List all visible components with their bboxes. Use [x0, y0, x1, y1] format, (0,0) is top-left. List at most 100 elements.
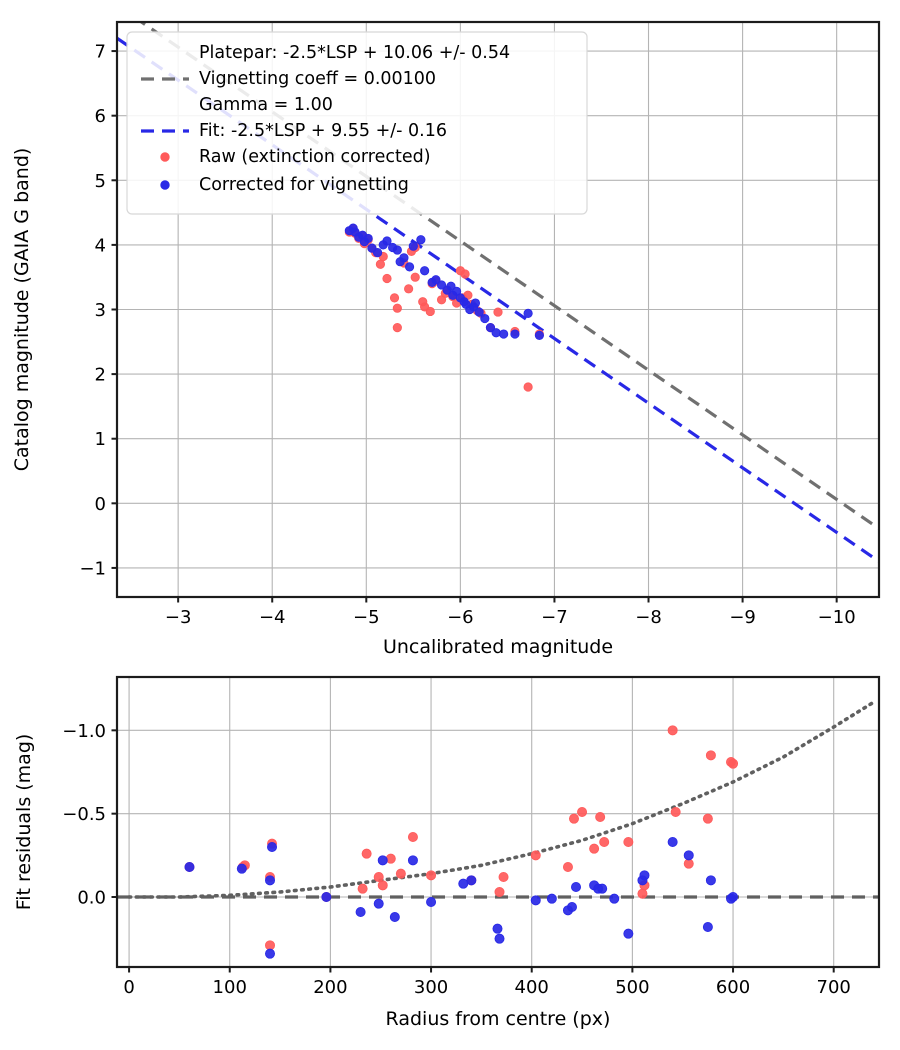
data-point [667, 725, 678, 736]
data-point [493, 307, 503, 317]
data-point [461, 299, 471, 309]
series-raw-extinction-corrected- [184, 725, 739, 951]
legend-entry: Platepar: -2.5*LSP + 10.06 +/- 0.54 [199, 43, 510, 63]
legend-label: Vignetting coeff = 0.00100 [199, 69, 436, 89]
data-point [373, 898, 384, 909]
legend-label: Corrected for vignetting [199, 175, 409, 195]
data-point [494, 887, 505, 898]
xtick-label: 400 [515, 977, 549, 998]
xtick-label: 300 [414, 977, 448, 998]
data-point [361, 848, 372, 859]
data-point [375, 259, 386, 269]
data-point [395, 257, 405, 267]
data-point [357, 883, 368, 894]
data-point [546, 893, 557, 904]
data-point [410, 272, 420, 282]
data-point [265, 948, 276, 959]
data-point [460, 269, 470, 279]
data-point [480, 313, 490, 324]
axis-ticks: 0 100 200 300 400 500 600 700 0.0 −0.5 −1.0 [62, 721, 851, 998]
xtick-label: 0 [123, 977, 134, 998]
data-point [530, 895, 541, 906]
data-point [436, 280, 447, 290]
data-point [683, 858, 694, 869]
ytick-label: 6 [95, 106, 106, 127]
legend-entry: Gamma = 1.00 [199, 95, 333, 115]
axes-frame [115, 675, 881, 969]
legend: Platepar: -2.5*LSP + 10.06 +/- 0.54 Vigne… [126, 31, 588, 215]
data-point [639, 870, 650, 881]
x-axis-label: Uncalibrated magnitude [383, 636, 613, 658]
data-point [448, 290, 458, 300]
legend-label: Raw (extinction corrected) [199, 147, 431, 167]
xtick-label: −4 [259, 607, 286, 628]
data-point [728, 758, 739, 769]
data-point [705, 875, 716, 886]
data-point [566, 902, 577, 913]
xtick-label: −5 [353, 607, 380, 628]
xtick-label: 500 [615, 977, 649, 998]
data-point [683, 850, 694, 861]
legend-label: Platepar: -2.5*LSP + 10.06 +/- 0.54 [199, 43, 510, 63]
data-point [416, 235, 426, 245]
data-point [637, 888, 648, 899]
ytick-label: −0.5 [62, 804, 106, 825]
xtick-label: −7 [541, 607, 568, 628]
data-point [667, 837, 678, 848]
data-point [321, 892, 332, 903]
xtick-label: 600 [716, 977, 750, 998]
data-point [385, 853, 396, 864]
data-point [408, 241, 418, 251]
data-point [407, 832, 418, 843]
legend-label: Gamma = 1.00 [199, 95, 333, 115]
data-point [404, 284, 414, 294]
ytick-label: 4 [95, 235, 106, 256]
legend-swatch-dot-red-icon [160, 152, 170, 162]
data-point [623, 837, 634, 848]
data-point [599, 837, 610, 848]
xtick-label: −9 [729, 607, 756, 628]
data-point [377, 880, 388, 891]
data-point [458, 878, 469, 889]
data-point [589, 843, 600, 854]
data-point [236, 863, 247, 874]
data-point [474, 307, 484, 317]
legend-label: Fit: -2.5*LSP + 9.55 +/- 0.16 [199, 121, 447, 141]
xtick-label: −8 [635, 607, 662, 628]
data-point [388, 242, 398, 253]
legend-entry: Raw (extinction corrected) [160, 147, 431, 167]
data-point [593, 883, 604, 894]
data-point [184, 862, 195, 873]
data-point [523, 382, 533, 392]
ytick-label: 5 [95, 171, 106, 192]
scatter-series [184, 725, 739, 959]
ytick-label: 7 [95, 42, 106, 63]
data-point [367, 243, 377, 253]
data-point [498, 872, 509, 883]
data-point [265, 875, 276, 886]
data-point [499, 329, 509, 339]
data-point [494, 933, 505, 944]
data-point [491, 328, 501, 338]
xtick-label: 700 [817, 977, 851, 998]
ytick-label: 0.0 [77, 888, 106, 909]
legend-entry: Fit: -2.5*LSP + 9.55 +/- 0.16 [141, 121, 447, 141]
plot-panel-photometry-fit: −3 −4 −5 −6 −7 −8 −9 −10−101234567Uncalibrated … [11, 20, 881, 658]
data-point [562, 862, 573, 873]
legend-swatch-dot-blue-icon [160, 180, 170, 190]
data-point [426, 897, 437, 908]
gridlines [117, 677, 879, 967]
data-point [623, 928, 634, 939]
legend-entry: Corrected for vignetting [160, 175, 409, 195]
xtick-label: 100 [213, 977, 247, 998]
ytick-label: −1 [79, 558, 106, 579]
data-point [392, 303, 402, 313]
data-point [392, 322, 402, 333]
data-point [420, 266, 430, 276]
data-point [426, 870, 437, 881]
xtick-label: −3 [165, 607, 192, 628]
y-axis-label: Fit residuals (mag) [13, 734, 35, 911]
data-point [382, 273, 392, 284]
data-point [485, 322, 496, 333]
